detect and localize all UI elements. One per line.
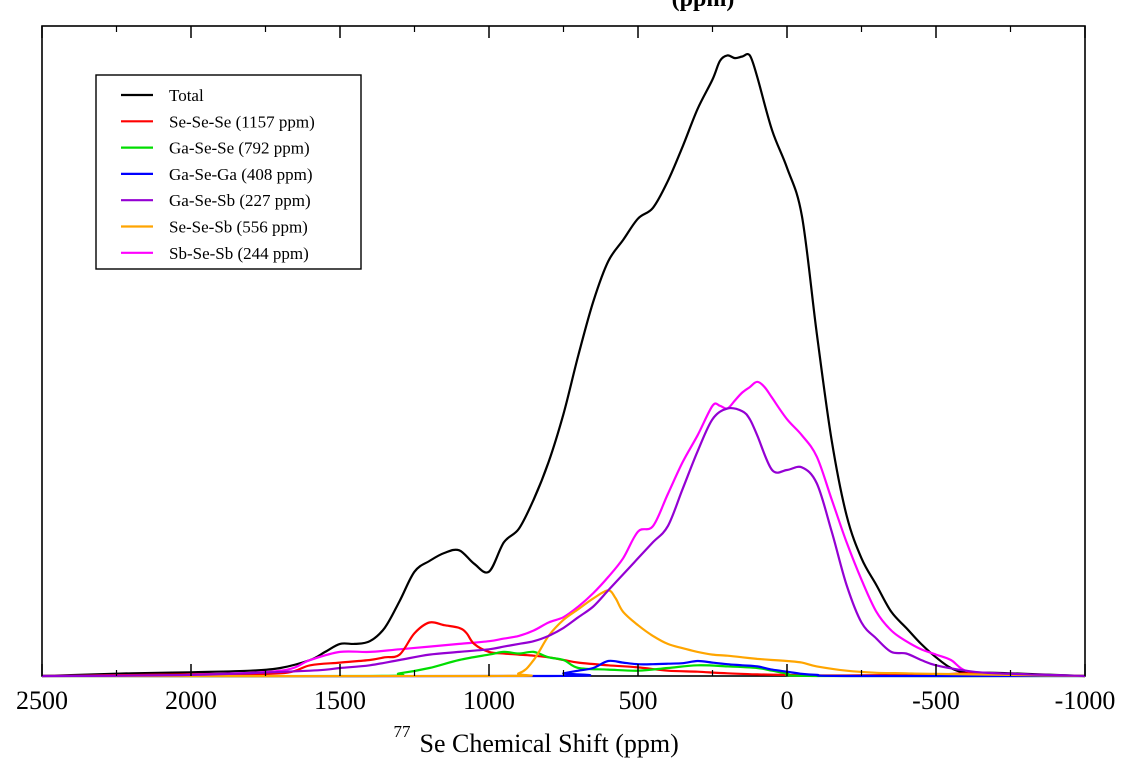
legend-label: Ga-Se-Sb (227 ppm): [169, 191, 311, 210]
tick-layer: 2500 2000 1500 1000 500 0 -500 -1000: [16, 26, 1115, 715]
series-line-se-se-sb: [41, 589, 1086, 678]
series-layer: [41, 52, 1086, 678]
x-tick-label: 2000: [165, 686, 217, 715]
x-tick-label: 2500: [16, 686, 68, 715]
legend-label: Se-Se-Sb (556 ppm): [169, 218, 308, 237]
legend-box: [95, 74, 362, 270]
legend-label: Total: [169, 86, 204, 105]
series-line-total: [41, 52, 1086, 678]
cropped-title-fragment: (ppm): [140, 0, 1126, 13]
series-line-se-se-se: [41, 621, 1086, 678]
x-tick-label: -1000: [1055, 686, 1116, 715]
legend-label: Sb-Se-Sb (244 ppm): [169, 244, 309, 263]
series-line-ga-se-sb: [41, 407, 1086, 678]
x-tick-label: 1000: [463, 686, 515, 715]
series-line-sb-se-sb: [41, 380, 1086, 678]
x-tick-label: 1500: [314, 686, 366, 715]
legend-label: Ga-Se-Se (792 ppm): [169, 139, 310, 158]
legend-label: Se-Se-Se (1157 ppm): [169, 112, 315, 131]
x-tick-label: 500: [619, 686, 658, 715]
x-axis-label: Se Chemical Shift (ppm): [420, 729, 679, 758]
legend: Total Se-Se-Se (1157 ppm) Ga-Se-Se (792 pp…: [95, 74, 362, 270]
x-axis-label-superscript: 77: [394, 722, 412, 741]
x-tick-label: -500: [912, 686, 960, 715]
legend-label: Ga-Se-Ga (408 ppm): [169, 165, 313, 184]
axis-label-layer: 77 Se Chemical Shift (ppm): [394, 722, 679, 758]
x-tick-label: 0: [781, 686, 794, 715]
